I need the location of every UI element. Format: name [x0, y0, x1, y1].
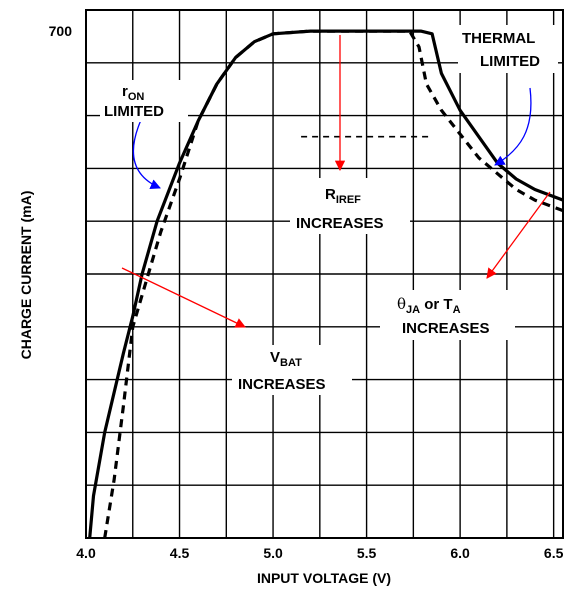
vbat-increases-label: VBAT INCREASES — [232, 345, 352, 395]
vbat-arrow — [121, 267, 246, 328]
x-tick-label: 5.5 — [357, 545, 377, 561]
x-tick-label: 6.0 — [450, 545, 470, 561]
y-axis-title: CHARGE CURRENT (mA) — [18, 191, 34, 360]
series-line-2 — [103, 29, 564, 539]
thermal-limited-label: THERMAL LIMITED — [458, 25, 558, 73]
svg-text:θJA or TA: θJA or TA — [397, 295, 461, 316]
svg-text:RIREF: RIREF — [325, 186, 361, 206]
series-group — [88, 29, 564, 539]
svg-text:INCREASES: INCREASES — [296, 215, 384, 232]
plot-frame — [85, 9, 564, 539]
theta-increases-label: θJA or TA INCREASES — [380, 290, 515, 340]
svg-text:VBAT: VBAT — [270, 349, 302, 369]
riref-increases-label: RIREF INCREASES — [290, 178, 410, 234]
tick-labels: 4.0 4.5 5.0 5.5 6.0 6.5 700 — [49, 23, 564, 561]
ron-arrow — [132, 119, 161, 190]
theta-arrow — [486, 191, 551, 279]
ron-limited-label: rON LIMITED — [100, 80, 188, 122]
x-tick-label: 4.5 — [170, 545, 190, 561]
svg-text:THERMAL: THERMAL — [462, 30, 535, 47]
x-tick-label: 6.5 — [544, 545, 564, 561]
svg-text:LIMITED: LIMITED — [480, 53, 540, 70]
x-tick-label: 4.0 — [76, 545, 96, 561]
x-tick-label: 5.0 — [263, 545, 283, 561]
x-axis-title: INPUT VOLTAGE (V) — [257, 570, 391, 586]
thermal-arrow — [494, 87, 532, 166]
svg-text:INCREASES: INCREASES — [238, 376, 326, 393]
svg-text:LIMITED: LIMITED — [104, 103, 164, 120]
series-line-1 — [88, 29, 564, 539]
svg-text:INCREASES: INCREASES — [402, 320, 490, 337]
y-tick-label: 700 — [49, 23, 73, 39]
svg-text:rON: rON — [122, 83, 144, 103]
